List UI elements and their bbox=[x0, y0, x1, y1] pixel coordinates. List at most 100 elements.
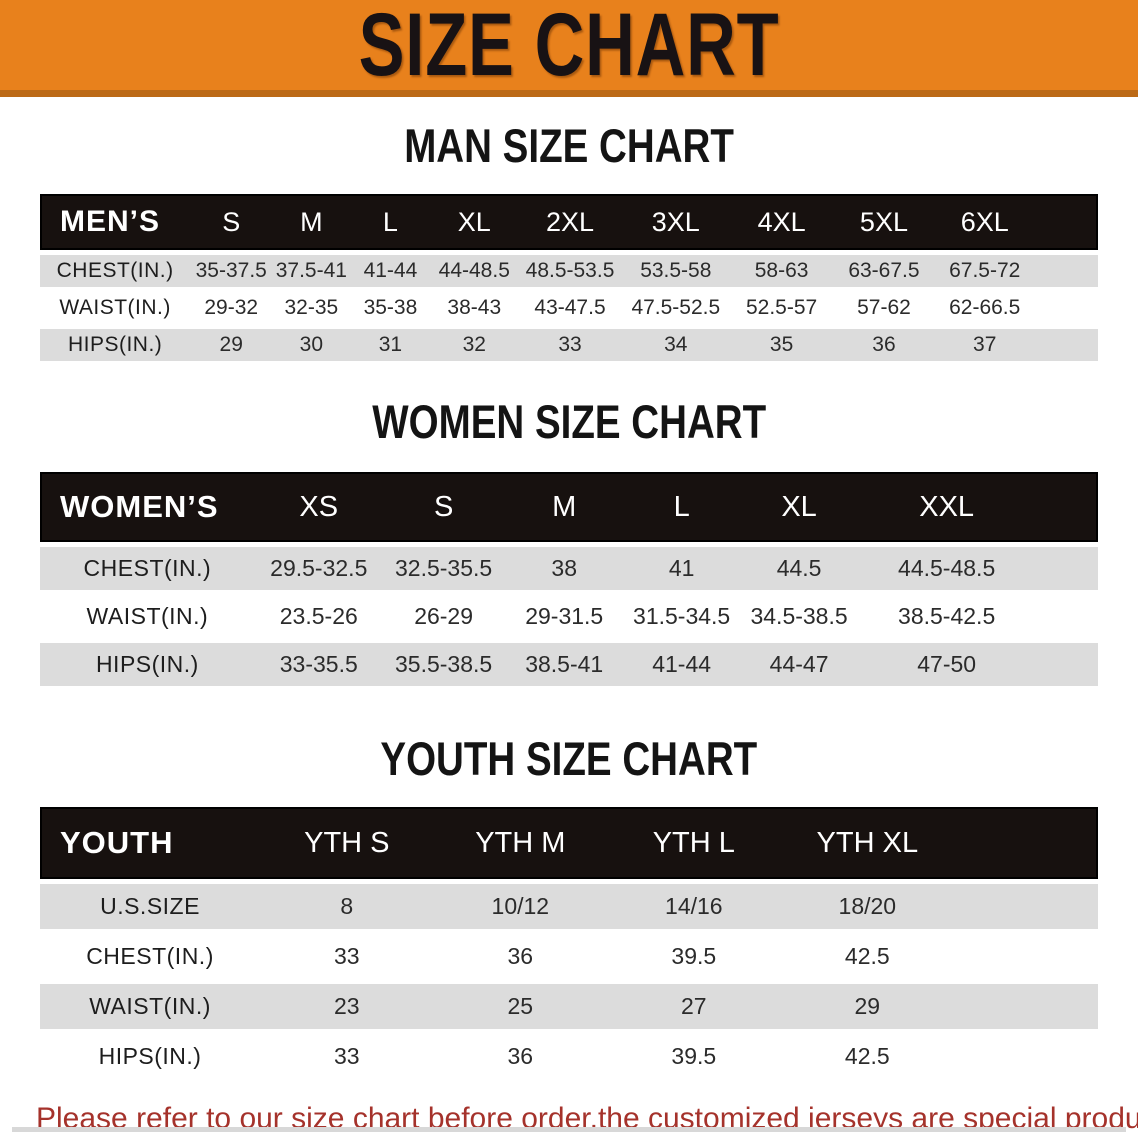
spacer-cell bbox=[954, 884, 1098, 929]
women-size-table: WOMEN’S XS S M L XL XXL CHEST(IN.) 29.5-… bbox=[40, 467, 1098, 691]
women-section: WOMEN SIZE CHART WOMEN’S XS S M L XL XXL bbox=[0, 398, 1138, 691]
spacer-cell bbox=[1034, 194, 1098, 250]
column-header-cell: M bbox=[272, 194, 351, 250]
data-cell: 47.5-52.5 bbox=[621, 292, 730, 324]
men-section-title: MAN SIZE CHART bbox=[0, 122, 1138, 169]
data-cell: 36 bbox=[833, 329, 935, 361]
data-cell: 38.5-41 bbox=[504, 643, 624, 686]
data-cell: 52.5-57 bbox=[729, 292, 834, 324]
spacer-cell bbox=[1034, 643, 1098, 686]
row-label-cell: HIPS(IN.) bbox=[40, 1034, 261, 1079]
women-section-title: WOMEN SIZE CHART bbox=[0, 398, 1138, 445]
data-cell: 34 bbox=[621, 329, 730, 361]
data-cell: 41-44 bbox=[350, 255, 431, 287]
data-cell: 42.5 bbox=[780, 1034, 955, 1079]
row-label-cell: U.S.SIZE bbox=[40, 884, 261, 929]
data-cell: 29 bbox=[780, 984, 955, 1029]
data-cell: 18/20 bbox=[780, 884, 955, 929]
column-header-cell: 2XL bbox=[518, 194, 622, 250]
row-label-cell: CHEST(IN.) bbox=[40, 255, 191, 287]
data-cell: 30 bbox=[272, 329, 351, 361]
men-section-title-text: MAN SIZE CHART bbox=[404, 119, 734, 172]
data-cell: 29-31.5 bbox=[504, 595, 624, 638]
youth-section-title: YOUTH SIZE CHART bbox=[0, 735, 1138, 782]
data-cell: 44.5-48.5 bbox=[858, 547, 1035, 590]
data-cell: 32-35 bbox=[272, 292, 351, 324]
column-header-cell: YTH S bbox=[260, 807, 434, 879]
column-header-cell: XL bbox=[739, 472, 859, 542]
column-header-cell: 5XL bbox=[833, 194, 935, 250]
men-section: MAN SIZE CHART MEN’S S M L XL 2XL 3XL 4X… bbox=[0, 122, 1138, 366]
spacer-cell bbox=[1034, 547, 1098, 590]
data-cell: 44-47 bbox=[739, 643, 859, 686]
row-label-cell: HIPS(IN.) bbox=[40, 643, 255, 686]
page-title: SIZE CHART bbox=[358, 0, 780, 95]
data-cell: 43-47.5 bbox=[518, 292, 622, 324]
table-row: HIPS(IN.) 33-35.5 35.5-38.5 38.5-41 41-4… bbox=[40, 643, 1098, 686]
table-row: HIPS(IN.) 33 36 39.5 42.5 bbox=[40, 1034, 1098, 1079]
data-cell: 35-38 bbox=[350, 292, 431, 324]
data-cell: 35 bbox=[729, 329, 834, 361]
data-cell: 33-35.5 bbox=[254, 643, 383, 686]
column-header-cell: XL bbox=[430, 194, 519, 250]
table-header-row: WOMEN’S XS S M L XL XXL bbox=[40, 472, 1098, 542]
row-label-cell: WAIST(IN.) bbox=[40, 595, 255, 638]
youth-section: YOUTH SIZE CHART YOUTH YTH S YTH M YTH L… bbox=[0, 735, 1138, 1084]
data-cell: 35-37.5 bbox=[190, 255, 273, 287]
data-cell: 36 bbox=[433, 1034, 608, 1079]
table-title-cell: MEN’S bbox=[40, 194, 191, 250]
column-header-cell: M bbox=[504, 472, 624, 542]
table-title-cell: YOUTH bbox=[40, 807, 261, 879]
data-cell: 63-67.5 bbox=[833, 255, 935, 287]
table-header-row: MEN’S S M L XL 2XL 3XL 4XL 5XL 6XL bbox=[40, 194, 1098, 250]
spacer-cell bbox=[1034, 595, 1098, 638]
data-cell: 37 bbox=[934, 329, 1035, 361]
men-size-table: MEN’S S M L XL 2XL 3XL 4XL 5XL 6XL CHEST… bbox=[40, 189, 1098, 366]
data-cell: 67.5-72 bbox=[934, 255, 1035, 287]
data-cell: 34.5-38.5 bbox=[739, 595, 859, 638]
data-cell: 26-29 bbox=[382, 595, 505, 638]
table-row: CHEST(IN.) 35-37.5 37.5-41 41-44 44-48.5… bbox=[40, 255, 1098, 287]
spacer-cell bbox=[1034, 255, 1098, 287]
data-cell: 36 bbox=[433, 934, 608, 979]
row-label-cell: CHEST(IN.) bbox=[40, 547, 255, 590]
row-label-cell: WAIST(IN.) bbox=[40, 292, 191, 324]
data-cell: 32.5-35.5 bbox=[382, 547, 505, 590]
spacer-cell bbox=[954, 1034, 1098, 1079]
data-cell: 58-63 bbox=[729, 255, 834, 287]
column-header-cell: YTH XL bbox=[780, 807, 955, 879]
data-cell: 29 bbox=[190, 329, 273, 361]
spacer-cell bbox=[954, 984, 1098, 1029]
spacer-cell bbox=[1034, 472, 1098, 542]
youth-size-table: YOUTH YTH S YTH M YTH L YTH XL U.S.SIZE … bbox=[40, 802, 1098, 1084]
data-cell: 57-62 bbox=[833, 292, 935, 324]
data-cell: 32 bbox=[430, 329, 519, 361]
data-cell: 53.5-58 bbox=[621, 255, 730, 287]
data-cell: 23 bbox=[260, 984, 434, 1029]
table-row: HIPS(IN.) 29 30 31 32 33 34 35 36 37 bbox=[40, 329, 1098, 361]
data-cell: 33 bbox=[260, 934, 434, 979]
column-header-cell: XS bbox=[254, 472, 383, 542]
data-cell: 44.5 bbox=[739, 547, 859, 590]
column-header-cell: L bbox=[350, 194, 431, 250]
banner: SIZE CHART bbox=[0, 0, 1138, 97]
data-cell: 39.5 bbox=[607, 934, 781, 979]
table-row: CHEST(IN.) 33 36 39.5 42.5 bbox=[40, 934, 1098, 979]
data-cell: 10/12 bbox=[433, 884, 608, 929]
column-header-cell: S bbox=[382, 472, 505, 542]
data-cell: 27 bbox=[607, 984, 781, 1029]
data-cell: 8 bbox=[260, 884, 434, 929]
data-cell: 44-48.5 bbox=[430, 255, 519, 287]
data-cell: 42.5 bbox=[780, 934, 955, 979]
data-cell: 39.5 bbox=[607, 1034, 781, 1079]
data-cell: 38.5-42.5 bbox=[858, 595, 1035, 638]
data-cell: 31 bbox=[350, 329, 431, 361]
data-cell: 14/16 bbox=[607, 884, 781, 929]
data-cell: 29.5-32.5 bbox=[254, 547, 383, 590]
data-cell: 37.5-41 bbox=[272, 255, 351, 287]
row-label-cell: CHEST(IN.) bbox=[40, 934, 261, 979]
spacer-cell bbox=[1034, 329, 1098, 361]
table-header-row: YOUTH YTH S YTH M YTH L YTH XL bbox=[40, 807, 1098, 879]
table-title-cell: WOMEN’S bbox=[40, 472, 255, 542]
